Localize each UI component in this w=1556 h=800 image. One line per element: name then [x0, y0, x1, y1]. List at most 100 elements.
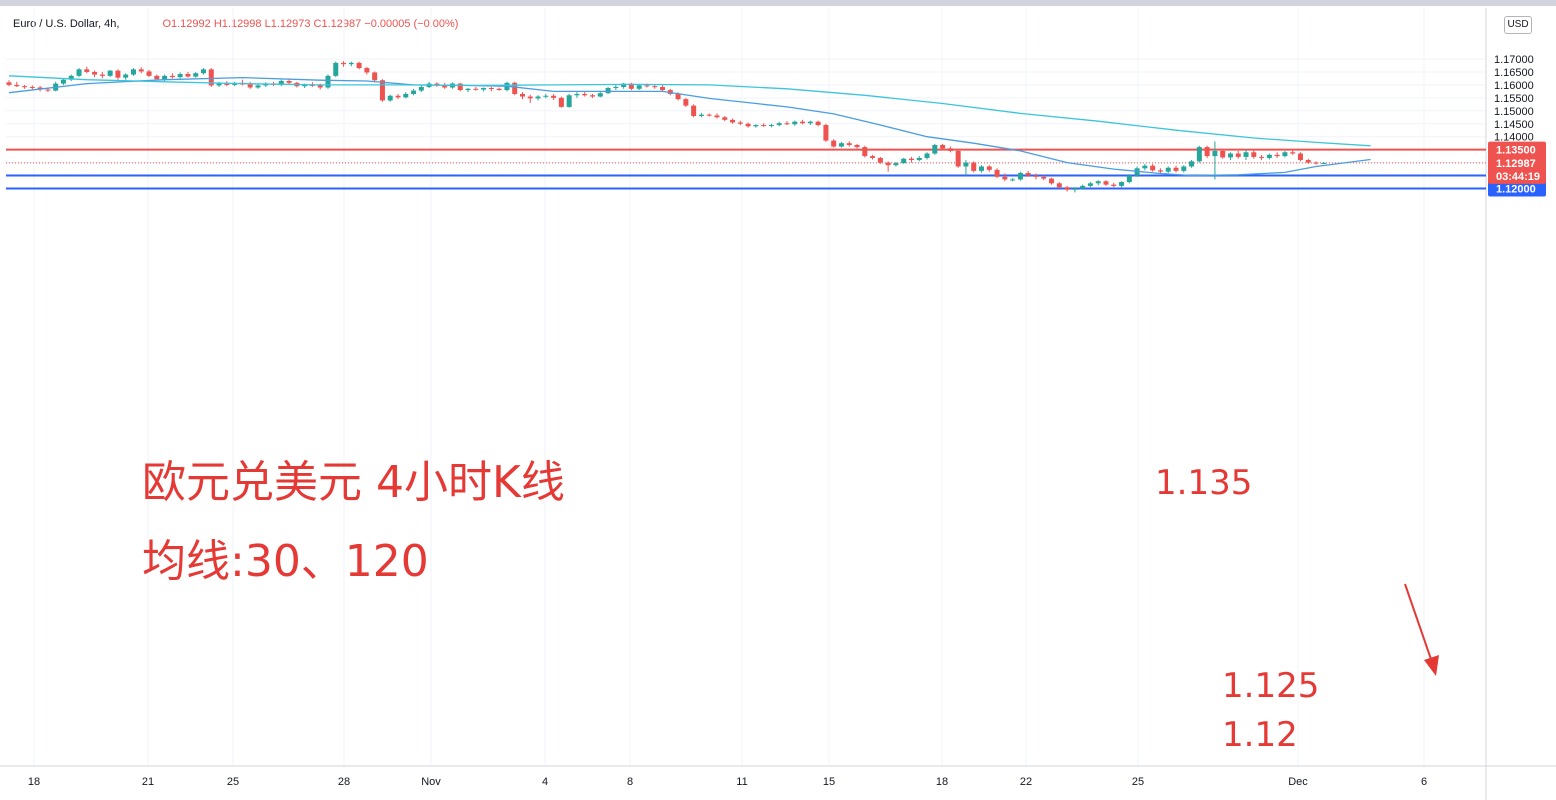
candle-body [130, 69, 136, 75]
level-tag-1.12000 [1488, 180, 1546, 197]
candle-body [597, 93, 603, 97]
y-tick-label: 1.16500 [1494, 67, 1534, 79]
candle-body [512, 82, 518, 94]
candle-body [527, 96, 533, 99]
candle-body [1165, 167, 1171, 172]
candle-body [590, 95, 595, 97]
candle-body [1235, 153, 1241, 157]
candle-body [1041, 176, 1047, 179]
candle-body [1212, 150, 1218, 157]
candle-body [753, 125, 759, 127]
y-tick-label: 1.14500 [1494, 119, 1534, 131]
candle-body [737, 122, 743, 124]
candle-body [1220, 150, 1226, 158]
currency-button[interactable]: USD [1504, 16, 1532, 34]
x-tick-label: 8 [627, 776, 633, 788]
candle-body [854, 144, 860, 148]
candle-body [1259, 156, 1265, 158]
x-tick-label: 4 [542, 776, 548, 788]
candle-body [123, 74, 129, 78]
candle-body [823, 125, 829, 141]
level-tag-text: 1.12000 [1496, 184, 1536, 196]
candle-body [1282, 152, 1288, 157]
candle-body [255, 85, 261, 88]
candle-body [986, 166, 992, 170]
x-tick-label: 25 [1132, 776, 1144, 788]
candle-body [1150, 165, 1156, 171]
candle-body [1157, 170, 1163, 172]
candle-body [1049, 178, 1055, 184]
candle-body [574, 93, 580, 96]
candle-body [776, 123, 782, 126]
candle-body [1095, 181, 1101, 184]
candle-body [418, 86, 424, 91]
y-tick-label: 1.16000 [1494, 80, 1534, 92]
candle-body [955, 150, 961, 167]
candle-body [325, 75, 331, 88]
candle-body [792, 121, 798, 125]
candle-body [1056, 183, 1062, 188]
candle-body [652, 86, 658, 88]
candle-body [660, 86, 666, 91]
candle-body [683, 99, 689, 106]
candle-body [730, 119, 736, 123]
candle-body [457, 83, 463, 91]
candle-body [877, 157, 883, 163]
x-tick-label: 11 [736, 776, 747, 788]
forecast-arrow-head [1424, 655, 1439, 676]
candle-body [558, 97, 564, 107]
candle-body [1227, 153, 1233, 158]
candle-body [302, 84, 308, 87]
candle-body [488, 88, 494, 90]
candle-body [1266, 154, 1272, 158]
candle-body [60, 79, 66, 84]
level-tag-text: 1.13500 [1496, 145, 1536, 157]
candle-body [22, 86, 28, 88]
candle-body [1196, 147, 1202, 162]
candle-body [971, 162, 977, 171]
y-tick-label: 1.14000 [1494, 132, 1534, 144]
candle-body [247, 84, 253, 88]
candle-body [551, 95, 557, 98]
countdown-text: 03:44:19 [1496, 171, 1540, 183]
candle-body [317, 85, 323, 88]
candle-body [169, 75, 175, 78]
candle-body [800, 121, 806, 124]
candle-body [691, 105, 697, 116]
candle-body [162, 75, 168, 80]
candle-body [107, 70, 113, 76]
candle-body [193, 73, 199, 77]
candle-body [403, 93, 409, 98]
candle-body [1103, 181, 1109, 185]
x-tick-label: 6 [1421, 776, 1427, 788]
candle-body [92, 71, 98, 75]
candle-body [1204, 147, 1210, 157]
candle-body [1126, 175, 1132, 183]
grid-lines [6, 8, 1486, 766]
candles [6, 61, 1327, 193]
candle-body [1002, 176, 1008, 180]
candle-body [138, 69, 144, 72]
candle-body [1017, 172, 1023, 180]
candle-body [831, 140, 837, 147]
candle-body [1064, 187, 1070, 190]
y-tick-label: 1.15500 [1494, 93, 1534, 105]
moving-average-ma30 [8, 76, 1371, 177]
candle-body [473, 88, 479, 90]
candle-body [348, 62, 354, 65]
candle-body [613, 86, 619, 89]
x-tick-label: 28 [338, 776, 350, 788]
candle-body [341, 62, 347, 65]
candle-body [481, 88, 487, 90]
candle-body [838, 143, 844, 147]
candle-body [621, 83, 627, 87]
candle-body [947, 148, 953, 151]
candle-body [1243, 152, 1249, 157]
candle-body [496, 88, 502, 91]
candle-body [1305, 160, 1311, 163]
annotations: 欧元兑美元 4小时K线 均线:30、120 1.135 1.125 1.12 [142, 457, 1439, 755]
last-price-tag [1488, 153, 1546, 184]
candle-body [714, 115, 720, 118]
